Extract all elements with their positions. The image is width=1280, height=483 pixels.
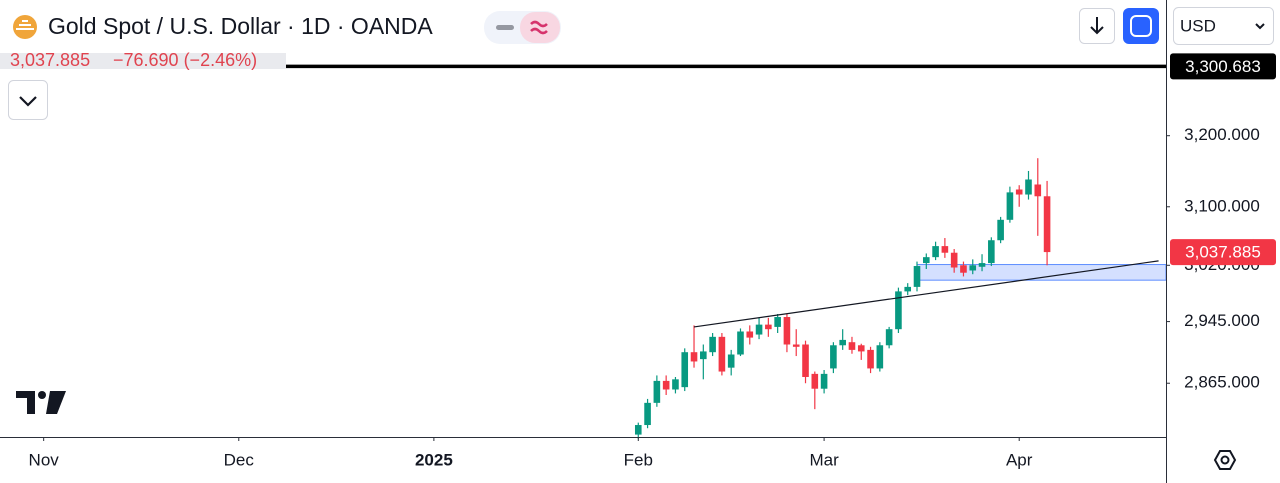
candle-body xyxy=(839,339,846,346)
currency-label: USD xyxy=(1180,16,1216,35)
candle-body xyxy=(765,324,772,330)
y-tick-label: 2,865.000 xyxy=(1184,373,1260,392)
candle-body xyxy=(774,317,781,327)
toggle-icon xyxy=(530,20,548,35)
y-tick-label: 2,945.000 xyxy=(1184,311,1260,330)
axes: 3,200.0003,100.0003,020.0002,945.0002,86… xyxy=(29,53,1276,469)
logo-part xyxy=(46,391,66,414)
settings-icon[interactable] xyxy=(1213,450,1237,470)
candle-body xyxy=(1006,192,1014,220)
logo-part xyxy=(16,391,35,414)
fullscreen-button[interactable] xyxy=(1123,8,1159,44)
x-tick-label: Nov xyxy=(29,450,60,469)
trendline xyxy=(693,260,1159,328)
candle-body xyxy=(802,344,809,377)
candle-body xyxy=(755,324,763,335)
candle-body xyxy=(904,286,912,292)
candle-body xyxy=(1043,196,1051,253)
x-tick-label: Feb xyxy=(624,450,653,469)
change-value: −76.690 (−2.46%) xyxy=(113,50,257,70)
candle-body xyxy=(876,345,884,369)
tv-logo xyxy=(16,391,66,414)
last-value: 3,037.885 xyxy=(10,50,90,70)
download-icon xyxy=(1090,17,1104,35)
settings-center xyxy=(1220,455,1230,465)
symbol-title[interactable]: Gold Spot / U.S. Dollar · 1D · OANDA xyxy=(48,13,433,39)
fullscreen-icon xyxy=(1130,15,1152,37)
collapse-icon xyxy=(19,96,37,107)
candle-body xyxy=(681,352,689,388)
candle-body xyxy=(700,351,707,360)
hline-label-bg xyxy=(1170,53,1276,80)
symbol-icon xyxy=(13,15,37,39)
y-tick-label: 3,100.000 xyxy=(1184,196,1260,215)
candle-body xyxy=(820,373,828,389)
candle-body xyxy=(727,354,735,368)
toggle-off xyxy=(496,25,514,30)
candle-body xyxy=(960,265,967,273)
toggle-on xyxy=(520,12,560,43)
candle-body xyxy=(1025,179,1032,195)
candle-body xyxy=(653,380,661,403)
plot-area xyxy=(0,64,1167,439)
candle-body xyxy=(746,331,754,338)
currency-select[interactable] xyxy=(1173,7,1274,45)
candle-body xyxy=(885,329,893,346)
candle-body xyxy=(644,402,651,426)
candle-body xyxy=(709,336,716,353)
candle-body xyxy=(830,345,837,369)
candle-body xyxy=(634,425,642,435)
candle-body xyxy=(950,252,958,268)
candle-body xyxy=(988,240,995,264)
currency-chevron xyxy=(1255,23,1265,30)
candle-body xyxy=(941,246,949,253)
candle-body xyxy=(913,266,921,287)
candle-body xyxy=(978,263,986,267)
candle-body xyxy=(997,219,1004,241)
candle-body xyxy=(783,317,791,345)
x-tick-label: Dec xyxy=(224,450,255,469)
y-tick-label: 3,200.000 xyxy=(1184,125,1260,144)
candle-body xyxy=(662,380,670,390)
candle-body xyxy=(848,342,856,350)
candle-body xyxy=(867,349,874,369)
settings-hexagon xyxy=(1213,450,1237,470)
candle-body xyxy=(792,344,800,347)
x-tick-label: 2025 xyxy=(415,450,453,469)
last-price-bg xyxy=(1170,239,1276,266)
x-tick-label: Mar xyxy=(809,450,839,469)
hline-label: 3,300.683 xyxy=(1185,57,1261,76)
candle-body xyxy=(1015,189,1023,195)
candle-body xyxy=(718,336,726,372)
value-bg xyxy=(0,53,286,69)
candle-body xyxy=(969,265,977,271)
candle-body xyxy=(932,246,939,258)
logo-part xyxy=(38,391,46,399)
candle-body xyxy=(811,373,819,389)
candle-body xyxy=(895,291,902,330)
candle-body xyxy=(737,331,744,355)
candle-body xyxy=(1034,184,1042,197)
candle-body xyxy=(857,345,865,352)
x-tick-label: Apr xyxy=(1006,450,1033,469)
symbol-icon-mark xyxy=(16,20,34,30)
candle-body xyxy=(690,352,698,362)
collapse-button[interactable] xyxy=(8,80,48,120)
candle-body xyxy=(672,379,679,390)
last-price-label: 3,037.885 xyxy=(1185,243,1261,262)
candle-body xyxy=(922,257,930,264)
